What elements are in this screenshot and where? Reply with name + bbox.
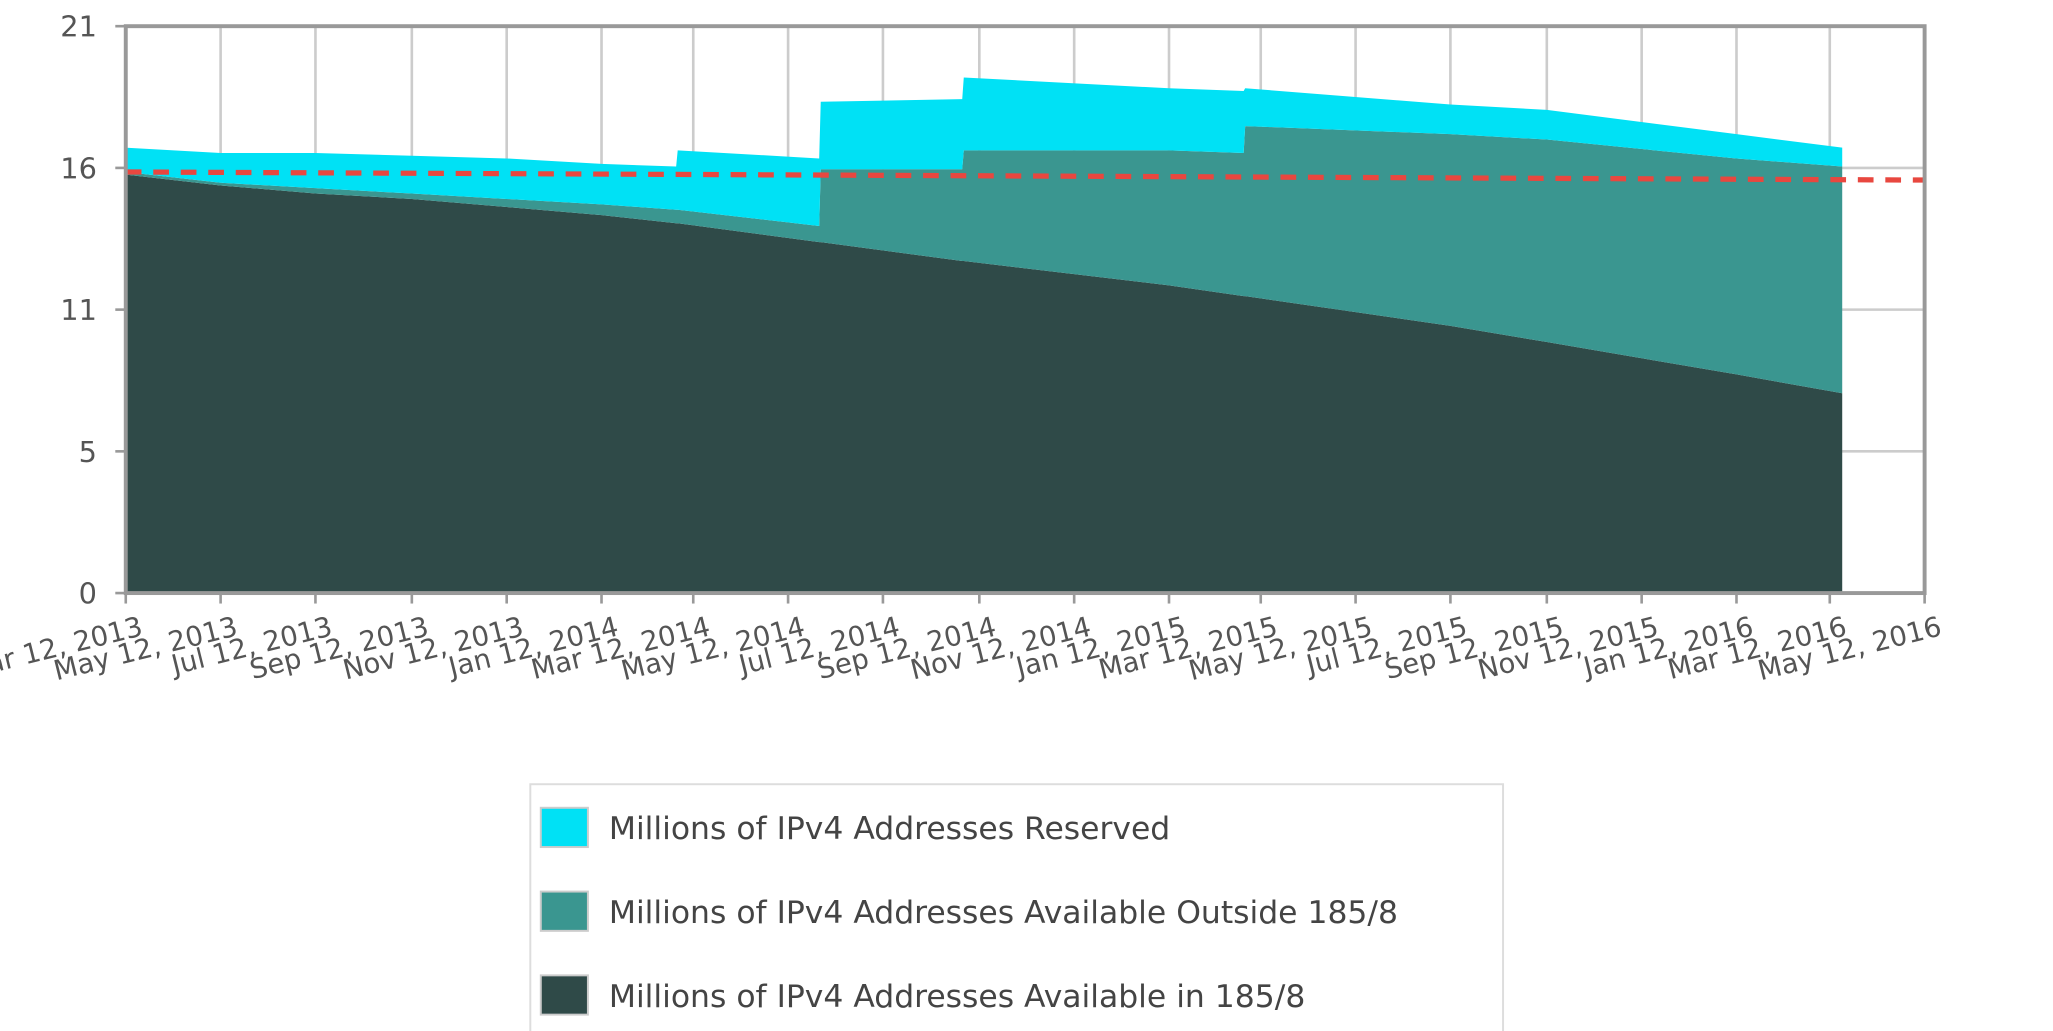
- legend-box: [529, 783, 1505, 1031]
- area: [125, 77, 1843, 226]
- y-tick-label: 0: [79, 577, 97, 611]
- x-tick-label: May 12, 2016: [1755, 611, 1945, 688]
- legend-swatch: [539, 890, 589, 932]
- legend-label: Millions of IPv4 Addresses Available in …: [609, 979, 1305, 1015]
- y-tick-label: 21: [60, 10, 97, 44]
- area: [125, 126, 1843, 394]
- legend-label: Millions of IPv4 Addresses Reserved: [609, 811, 1170, 847]
- plot-frame: [123, 24, 1927, 596]
- reference-line: [125, 169, 1925, 183]
- legend-swatch: [539, 974, 589, 1016]
- legend-label: Millions of IPv4 Addresses Available Out…: [609, 895, 1398, 931]
- legend-swatch: [539, 806, 589, 849]
- areas: [125, 77, 1843, 594]
- legend: Millions of IPv4 Addresses Reserved Milli…: [529, 783, 1505, 1031]
- y-tick-label: 11: [60, 293, 97, 327]
- y-tick-label: 16: [60, 151, 97, 185]
- y-tick-label: 5: [79, 435, 97, 469]
- area: [125, 174, 1843, 594]
